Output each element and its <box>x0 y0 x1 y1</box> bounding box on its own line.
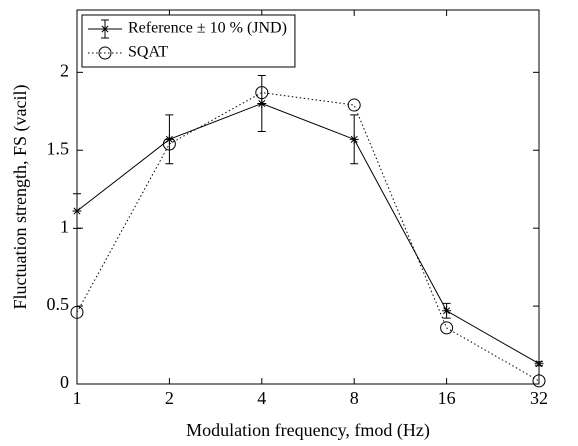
marker <box>347 98 361 112</box>
y-tick-label: 2 <box>60 60 69 80</box>
x-tick-label: 8 <box>350 388 359 408</box>
marker <box>440 321 454 335</box>
legend-box <box>81 14 296 68</box>
legend-label: SQAT <box>128 44 168 61</box>
marker <box>442 306 452 316</box>
y-tick-label: 0 <box>60 372 69 392</box>
legend-marker <box>98 46 112 60</box>
marker <box>532 374 546 388</box>
x-axis-label: Modulation frequency, fmod (Hz) <box>186 420 430 441</box>
marker <box>162 137 176 151</box>
marker <box>70 305 84 319</box>
x-tick-label: 16 <box>438 388 456 408</box>
series-line <box>76 102 540 365</box>
legend: Reference ± 10 % (JND) SQAT <box>81 14 296 68</box>
y-tick-label: 1 <box>60 216 69 236</box>
marker <box>257 99 267 108</box>
marker <box>72 206 82 216</box>
legend-label: Reference ± 10 % (JND) <box>128 20 287 37</box>
y-axis-label: Fluctuation strength, FS (vacil) <box>10 85 31 310</box>
x-tick-label: 1 <box>73 388 82 408</box>
legend-marker <box>100 24 110 34</box>
series-line <box>76 92 540 382</box>
y-tick-label: 0.5 <box>47 294 70 314</box>
x-tick-label: 32 <box>530 388 548 408</box>
x-tick-label: 4 <box>257 388 266 408</box>
marker <box>349 134 359 144</box>
marker <box>164 134 174 144</box>
x-tick-label: 2 <box>165 388 174 408</box>
y-tick-label: 1.5 <box>47 138 70 158</box>
marker <box>255 86 269 100</box>
marker <box>534 359 544 369</box>
